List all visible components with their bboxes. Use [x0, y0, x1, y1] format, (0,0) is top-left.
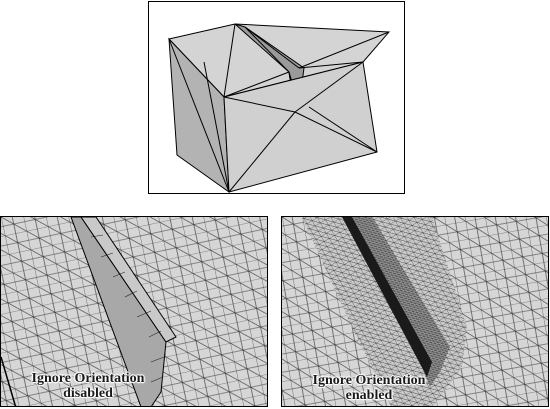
mesh-disabled-panel: Ignore Orientation disabled	[0, 216, 268, 407]
caption-line-1: Ignore Orientation	[312, 373, 426, 388]
refined-mesh-drawing	[282, 217, 548, 406]
caption-orientation-enabled: Ignore Orientation enabled	[284, 373, 454, 403]
coarse-mesh-drawing	[1, 217, 267, 406]
caption-line-2: enabled	[345, 388, 393, 403]
caption-orientation-disabled: Ignore Orientation disabled	[3, 371, 173, 401]
base-model-panel	[148, 1, 405, 194]
block-with-slot-drawing	[168, 23, 391, 193]
caption-line-1: Ignore Orientation	[31, 371, 145, 386]
caption-line-2: disabled	[63, 386, 113, 401]
mesh-enabled-panel: Ignore Orientation enabled	[281, 216, 549, 407]
